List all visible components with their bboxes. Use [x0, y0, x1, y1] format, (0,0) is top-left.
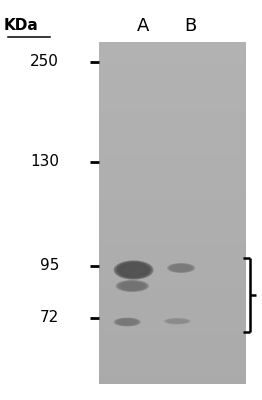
Ellipse shape — [173, 265, 190, 271]
Text: 95: 95 — [40, 258, 59, 274]
Ellipse shape — [122, 282, 143, 290]
Ellipse shape — [168, 319, 187, 323]
Ellipse shape — [116, 280, 149, 292]
Text: B: B — [184, 17, 196, 35]
Text: A: A — [137, 17, 149, 35]
Ellipse shape — [116, 318, 139, 326]
Ellipse shape — [168, 263, 194, 273]
Ellipse shape — [115, 318, 140, 326]
Ellipse shape — [164, 318, 191, 324]
Ellipse shape — [117, 280, 148, 292]
Ellipse shape — [120, 264, 147, 276]
Ellipse shape — [171, 264, 191, 272]
Ellipse shape — [167, 263, 195, 273]
Ellipse shape — [117, 319, 138, 325]
Ellipse shape — [117, 262, 150, 278]
Ellipse shape — [115, 261, 152, 279]
Text: 250: 250 — [30, 54, 59, 70]
Ellipse shape — [118, 263, 149, 277]
Ellipse shape — [122, 264, 146, 276]
Ellipse shape — [165, 318, 190, 324]
Text: KDa: KDa — [3, 18, 38, 34]
Ellipse shape — [169, 264, 193, 272]
Text: 130: 130 — [30, 154, 59, 170]
Ellipse shape — [123, 265, 144, 275]
Ellipse shape — [121, 282, 144, 290]
Ellipse shape — [118, 281, 146, 291]
Ellipse shape — [114, 318, 141, 326]
Ellipse shape — [119, 282, 145, 290]
Ellipse shape — [114, 260, 154, 280]
Ellipse shape — [119, 319, 135, 325]
Ellipse shape — [118, 319, 137, 325]
Ellipse shape — [170, 264, 192, 272]
Text: 72: 72 — [40, 310, 59, 326]
Ellipse shape — [166, 318, 189, 324]
Ellipse shape — [169, 319, 185, 323]
Ellipse shape — [167, 319, 188, 324]
